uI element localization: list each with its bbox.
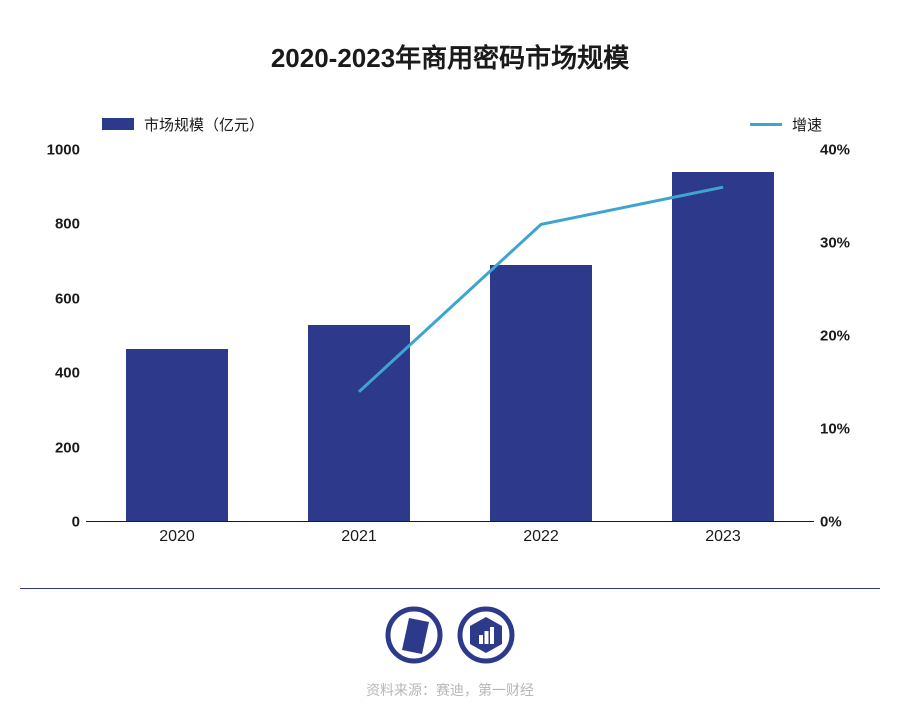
y-axis-left: 02004006008001000 xyxy=(38,150,86,522)
bar-slot xyxy=(450,150,632,522)
x-axis-label: 2022 xyxy=(450,522,632,550)
y-left-tick: 200 xyxy=(38,439,86,456)
chart-container: 市场规模（亿元） 增速 0 200 400 600 800 1000 0% 10% 20% 30… xyxy=(38,110,862,550)
source-text: 资料来源：赛迪，第一财经 xyxy=(0,680,900,700)
y-left-tick: 1000 xyxy=(38,142,86,159)
legend-bar: 市场规模（亿元） xyxy=(102,114,264,135)
legend-bar-swatch xyxy=(102,118,134,130)
x-axis-label: 2023 xyxy=(632,522,814,550)
x-axis: 2020202120222023 xyxy=(86,522,814,550)
x-axis-label: 2020 xyxy=(86,522,268,550)
legend-line: 增速 xyxy=(750,114,822,135)
y-axis-right: 0%10%20%30%40% xyxy=(814,150,862,522)
bar xyxy=(308,325,410,522)
y-right-tick: 0% xyxy=(814,514,862,531)
y-right-tick: 10% xyxy=(814,421,862,438)
bar-slot xyxy=(268,150,450,522)
footer-logos xyxy=(0,606,900,664)
chart-title: 2020-2023年商用密码市场规模 xyxy=(0,0,900,75)
bar-slot xyxy=(632,150,814,522)
legend-line-label: 增速 xyxy=(792,114,822,135)
plot-area xyxy=(86,150,814,522)
legend-line-swatch xyxy=(750,123,782,126)
y-right-tick: 20% xyxy=(814,328,862,345)
y-right-tick: 40% xyxy=(814,142,862,159)
bar-slot xyxy=(86,150,268,522)
y-left-tick: 600 xyxy=(38,290,86,307)
bar xyxy=(490,265,592,522)
y-left-tick: 400 xyxy=(38,365,86,382)
bars-group xyxy=(86,150,814,522)
x-axis-label: 2021 xyxy=(268,522,450,550)
legend: 市场规模（亿元） 增速 xyxy=(102,110,822,138)
legend-bar-label: 市场规模（亿元） xyxy=(144,114,264,135)
y-left-tick: 0 xyxy=(38,514,86,531)
bar xyxy=(672,172,774,522)
bar xyxy=(126,349,228,522)
logo-data-icon xyxy=(457,606,515,664)
y-right-tick: 30% xyxy=(814,235,862,252)
footer-rule xyxy=(20,588,880,589)
y-left-tick: 800 xyxy=(38,216,86,233)
logo-yicai-icon xyxy=(385,606,443,664)
